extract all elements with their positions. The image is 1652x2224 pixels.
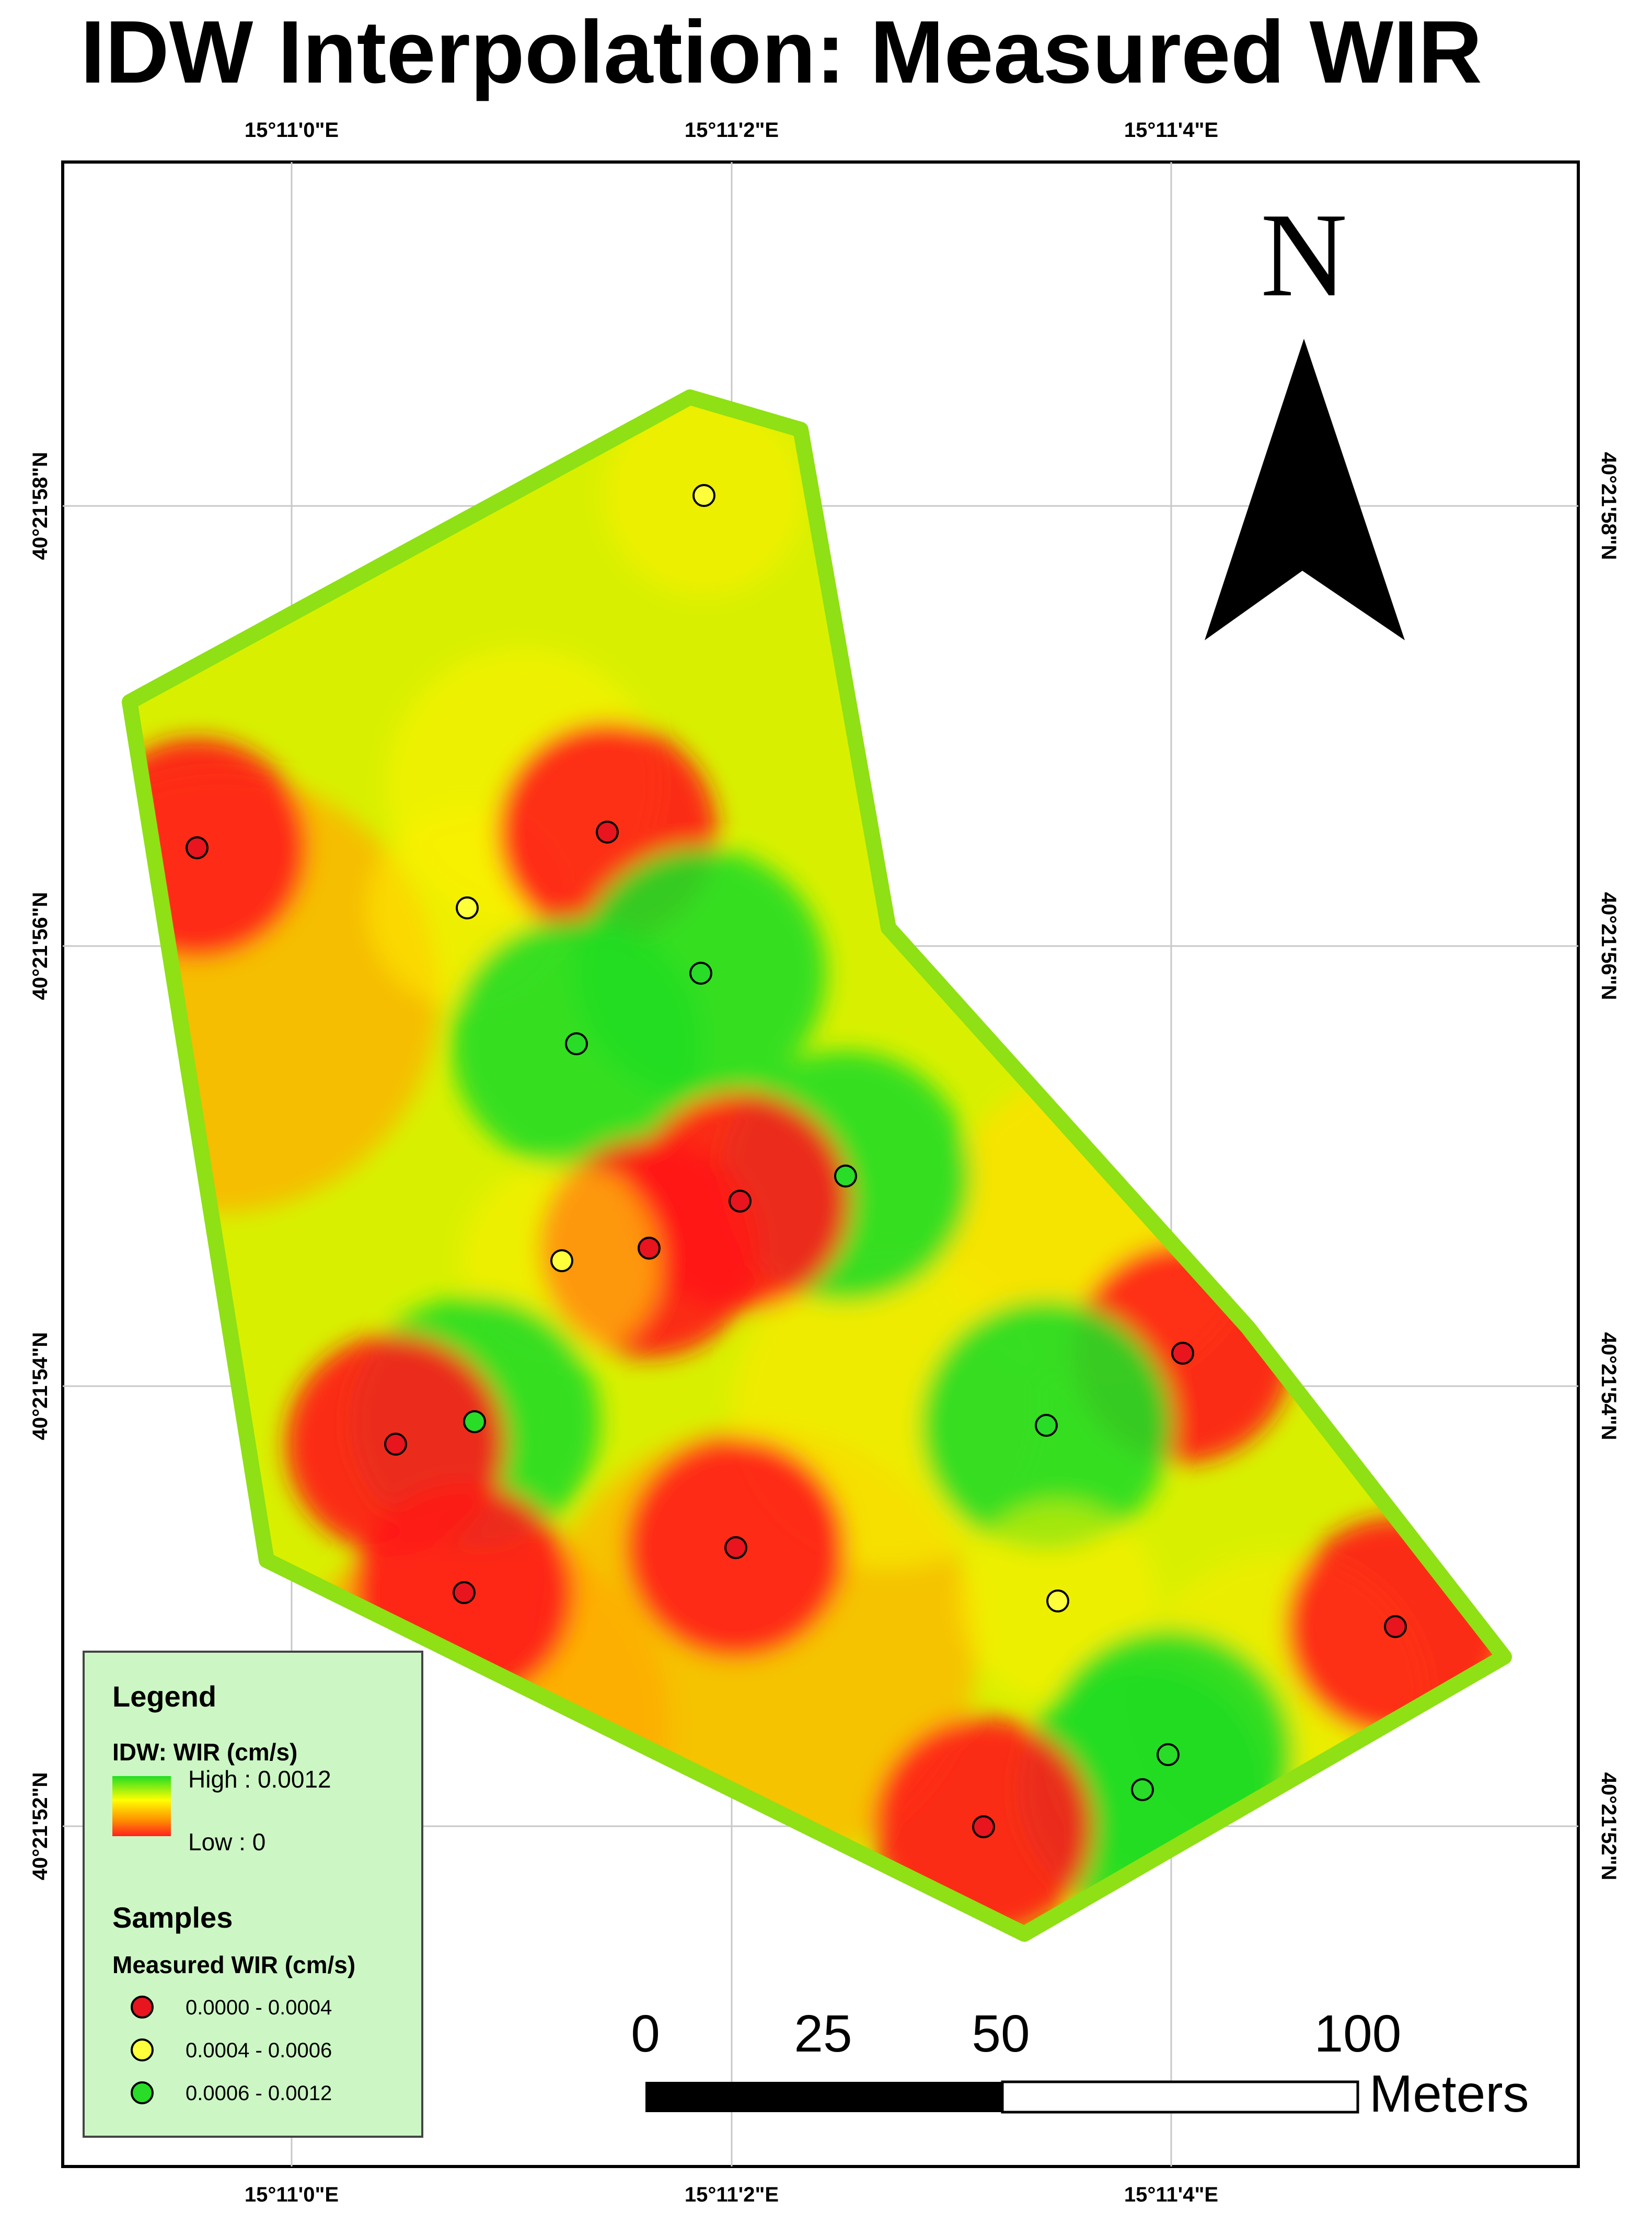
surface-patch-1 bbox=[130, 774, 439, 1213]
scale-tick-25: 25 bbox=[794, 2004, 852, 2063]
legend-idw-label: IDW: WIR (cm/s) bbox=[112, 1738, 297, 1766]
sample-points bbox=[186, 484, 1407, 1838]
legend-title: Legend bbox=[112, 1680, 216, 1713]
coord-top-2: 15°11'2"E bbox=[685, 119, 779, 142]
scale-segment-light bbox=[1001, 2080, 1359, 2114]
coord-left-4: 40°21'52"N bbox=[29, 1772, 52, 1881]
sample-point-11 bbox=[1171, 1342, 1194, 1365]
legend-class-2-marker bbox=[131, 2038, 154, 2061]
legend-class-2-label: 0.0004 - 0.0006 bbox=[186, 2039, 332, 2062]
legend-class-3-label: 0.0006 - 0.0012 bbox=[186, 2082, 332, 2105]
sample-point-4 bbox=[596, 821, 619, 844]
coord-right-4: 40°21'52"N bbox=[1597, 1772, 1620, 1881]
scale-bar: 0 25 50 100 Meters bbox=[631, 2004, 1529, 2123]
coord-labels-left: 40°21'58"N 40°21'56"N 40°21'54"N 40°21'5… bbox=[29, 452, 52, 1881]
sample-point-15 bbox=[724, 1536, 747, 1559]
scale-tick-50: 50 bbox=[972, 2004, 1030, 2063]
scale-unit-label: Meters bbox=[1369, 2065, 1529, 2123]
sample-point-20 bbox=[1131, 1778, 1154, 1801]
legend-gradient bbox=[112, 1776, 171, 1836]
legend-measured-label: Measured WIR (cm/s) bbox=[112, 1951, 355, 1978]
coord-right-3: 40°21'54"N bbox=[1597, 1332, 1620, 1441]
legend-box bbox=[83, 1651, 423, 2138]
sample-point-1 bbox=[692, 484, 715, 507]
coord-labels-right: 40°21'58"N 40°21'56"N 40°21'54"N 40°21'5… bbox=[1597, 452, 1620, 1881]
coord-left-1: 40°21'58"N bbox=[29, 452, 52, 560]
coord-right-1: 40°21'58"N bbox=[1597, 452, 1620, 560]
coord-top-3: 15°11'4"E bbox=[1124, 119, 1218, 142]
sample-point-3 bbox=[456, 896, 479, 919]
coord-labels-top: 15°11'0"E 15°11'2"E 15°11'4"E bbox=[245, 119, 1218, 142]
legend: Legend IDW: WIR (cm/s) High : 0.0012 Low… bbox=[83, 1651, 423, 2138]
coord-bottom-3: 15°11'4"E bbox=[1124, 2183, 1218, 2206]
sample-point-14 bbox=[1035, 1414, 1058, 1437]
sample-point-19 bbox=[1157, 1743, 1180, 1766]
sample-point-6 bbox=[565, 1032, 588, 1055]
legend-class-1-marker bbox=[131, 1996, 154, 2019]
legend-class-3-marker bbox=[131, 2081, 154, 2104]
coord-top-1: 15°11'0"E bbox=[245, 119, 339, 142]
sample-point-2 bbox=[186, 836, 209, 859]
sample-point-13 bbox=[384, 1433, 407, 1456]
sample-point-7 bbox=[834, 1165, 857, 1188]
map-title: IDW Interpolation: Measured WIR bbox=[80, 3, 1482, 102]
sample-point-17 bbox=[453, 1581, 476, 1604]
sample-point-18 bbox=[1384, 1615, 1407, 1638]
coord-bottom-1: 15°11'0"E bbox=[245, 2183, 339, 2206]
sample-point-21 bbox=[972, 1815, 995, 1838]
coord-bottom-2: 15°11'2"E bbox=[685, 2183, 779, 2206]
study-area-boundary bbox=[122, 389, 1512, 1942]
scale-tick-0: 0 bbox=[631, 2004, 660, 2063]
scale-segment-dark bbox=[645, 2082, 1002, 2112]
sample-point-9 bbox=[638, 1237, 661, 1260]
sample-point-5 bbox=[689, 962, 712, 985]
sample-point-12 bbox=[463, 1410, 486, 1433]
sample-point-16 bbox=[1046, 1589, 1069, 1612]
legend-high-label: High : 0.0012 bbox=[188, 1766, 331, 1793]
coord-labels-bottom: 15°11'0"E 15°11'2"E 15°11'4"E bbox=[245, 2183, 1218, 2206]
north-arrow: N bbox=[1205, 188, 1405, 640]
coord-left-2: 40°21'56"N bbox=[29, 892, 52, 1000]
legend-low-label: Low : 0 bbox=[188, 1828, 265, 1856]
north-label: N bbox=[1261, 188, 1347, 321]
coord-right-2: 40°21'56"N bbox=[1597, 892, 1620, 1000]
sample-point-10 bbox=[550, 1249, 573, 1272]
legend-class-1-label: 0.0000 - 0.0004 bbox=[186, 1996, 332, 2019]
sample-point-8 bbox=[729, 1190, 752, 1213]
north-arrow-icon bbox=[1205, 339, 1405, 640]
scale-tick-100: 100 bbox=[1314, 2004, 1402, 2063]
legend-samples-label: Samples bbox=[112, 1901, 233, 1934]
coord-left-3: 40°21'54"N bbox=[29, 1332, 52, 1441]
